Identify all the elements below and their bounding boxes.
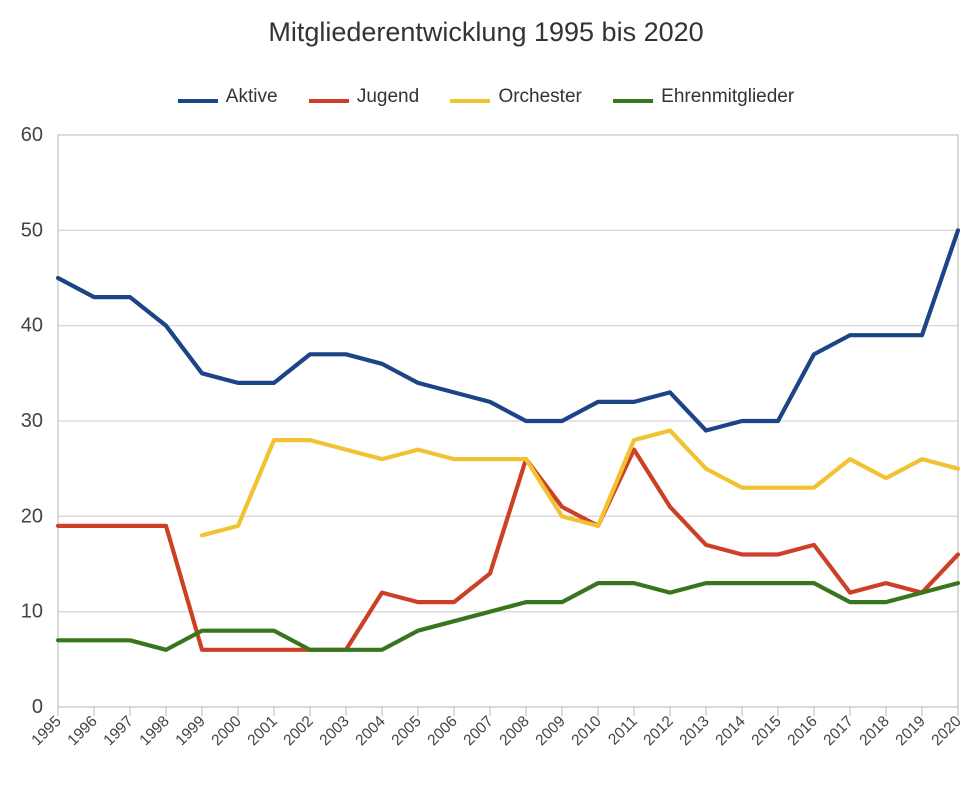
svg-text:2001: 2001 <box>244 713 280 749</box>
svg-text:2002: 2002 <box>280 713 316 749</box>
svg-text:2012: 2012 <box>640 713 676 749</box>
svg-text:2014: 2014 <box>712 713 749 750</box>
svg-text:20: 20 <box>21 505 43 527</box>
svg-text:60: 60 <box>21 124 43 146</box>
svg-text:50: 50 <box>21 219 43 241</box>
svg-text:2020: 2020 <box>928 713 965 750</box>
svg-text:2007: 2007 <box>460 713 496 749</box>
svg-text:2010: 2010 <box>568 713 605 750</box>
svg-text:2003: 2003 <box>316 713 352 749</box>
svg-text:2013: 2013 <box>676 713 712 749</box>
svg-text:2005: 2005 <box>388 713 424 749</box>
svg-text:1998: 1998 <box>136 713 172 749</box>
svg-text:2000: 2000 <box>208 713 245 750</box>
svg-text:1999: 1999 <box>172 713 208 749</box>
svg-text:2015: 2015 <box>748 713 784 749</box>
svg-text:30: 30 <box>21 410 43 432</box>
svg-text:2018: 2018 <box>856 713 892 749</box>
svg-text:10: 10 <box>21 601 43 623</box>
svg-text:1995: 1995 <box>28 713 64 749</box>
svg-text:40: 40 <box>21 315 43 337</box>
svg-text:2006: 2006 <box>424 713 460 749</box>
svg-text:2017: 2017 <box>820 713 856 749</box>
svg-text:1996: 1996 <box>64 713 100 749</box>
svg-text:2016: 2016 <box>784 713 820 749</box>
svg-text:2009: 2009 <box>532 713 568 749</box>
svg-text:2019: 2019 <box>892 713 928 749</box>
svg-text:2008: 2008 <box>496 713 532 749</box>
svg-text:1997: 1997 <box>100 713 136 749</box>
svg-text:2004: 2004 <box>352 713 389 750</box>
svg-text:0: 0 <box>32 696 43 718</box>
svg-text:2011: 2011 <box>605 713 641 749</box>
